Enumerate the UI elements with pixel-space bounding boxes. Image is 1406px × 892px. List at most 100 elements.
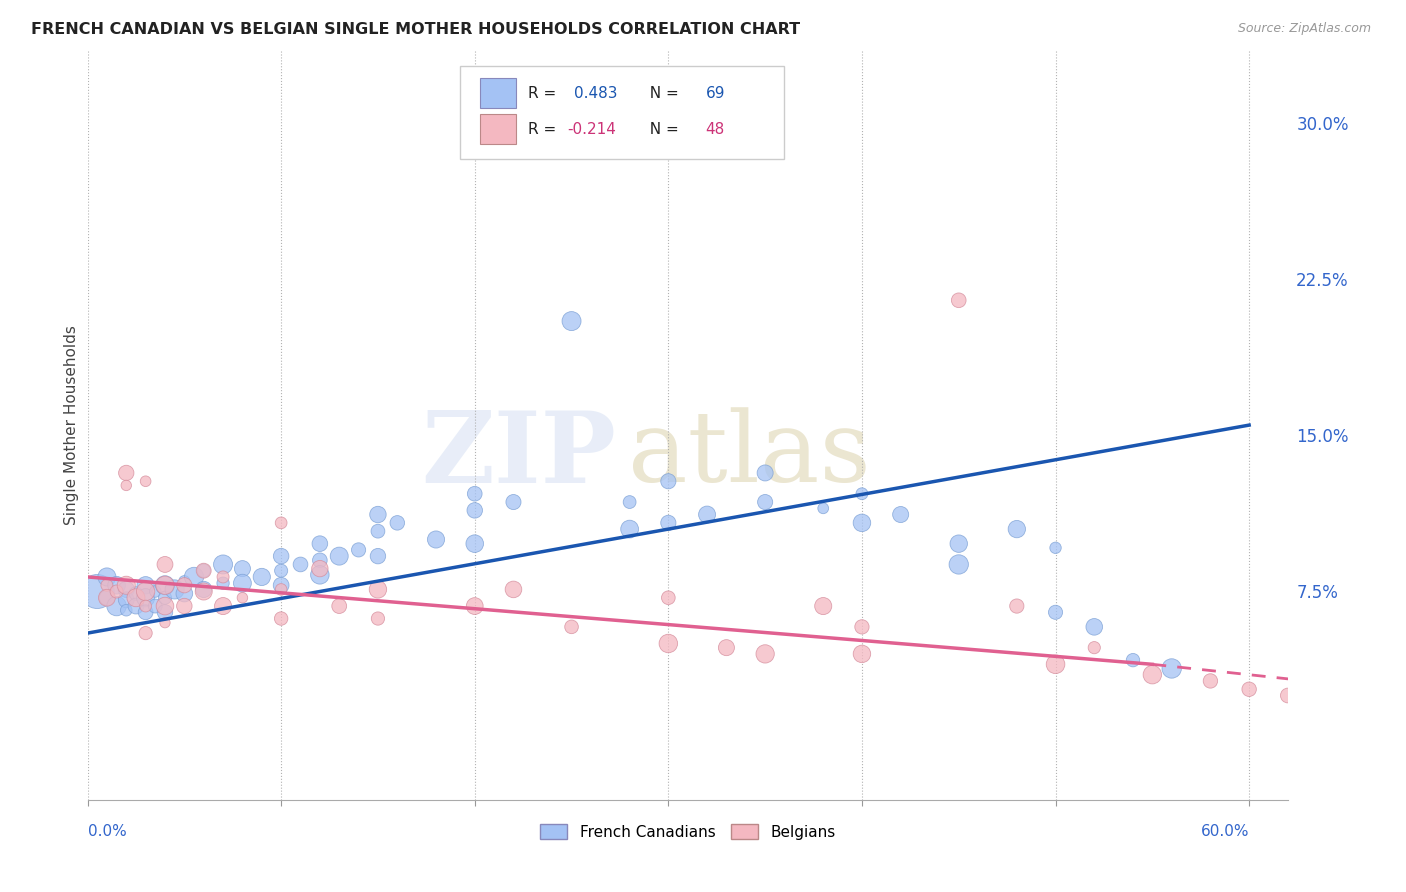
- Point: [328, 599, 350, 613]
- Point: [619, 522, 641, 536]
- Point: [135, 475, 157, 489]
- Point: [153, 599, 176, 613]
- Point: [193, 564, 215, 578]
- Point: [813, 599, 835, 613]
- Point: [270, 549, 292, 563]
- Text: -0.214: -0.214: [568, 122, 617, 136]
- Text: N =: N =: [640, 86, 683, 101]
- Point: [135, 599, 157, 613]
- Point: [115, 466, 138, 480]
- Point: [125, 591, 148, 605]
- Point: [367, 524, 389, 538]
- Point: [173, 599, 195, 613]
- Point: [270, 516, 292, 530]
- Point: [619, 495, 641, 509]
- Text: R =: R =: [529, 122, 561, 136]
- Point: [851, 487, 873, 501]
- Point: [153, 558, 176, 572]
- Text: 0.483: 0.483: [574, 86, 617, 101]
- Point: [754, 647, 776, 661]
- Point: [425, 533, 447, 547]
- Point: [561, 314, 583, 328]
- Point: [716, 640, 738, 655]
- Text: 48: 48: [706, 122, 725, 136]
- Point: [502, 582, 524, 597]
- Point: [328, 549, 350, 563]
- Point: [367, 508, 389, 522]
- Point: [153, 591, 176, 605]
- Point: [115, 592, 138, 607]
- Point: [696, 508, 718, 522]
- Point: [183, 570, 205, 584]
- Point: [1237, 682, 1260, 697]
- Point: [813, 501, 835, 516]
- Point: [173, 574, 195, 588]
- Point: [105, 578, 128, 592]
- Point: [212, 576, 235, 591]
- Point: [1199, 673, 1222, 688]
- Point: [270, 564, 292, 578]
- Point: [115, 582, 138, 597]
- Point: [561, 620, 583, 634]
- Point: [754, 495, 776, 509]
- Legend: French Canadians, Belgians: French Canadians, Belgians: [534, 818, 842, 846]
- Point: [135, 605, 157, 619]
- Point: [135, 591, 157, 605]
- Text: 0.0%: 0.0%: [87, 824, 127, 839]
- Text: Source: ZipAtlas.com: Source: ZipAtlas.com: [1237, 22, 1371, 36]
- Point: [212, 570, 235, 584]
- Point: [464, 503, 486, 517]
- Point: [270, 582, 292, 597]
- Point: [231, 561, 253, 575]
- Point: [96, 570, 118, 584]
- Point: [125, 586, 148, 600]
- Point: [163, 582, 186, 597]
- Point: [212, 558, 235, 572]
- Point: [193, 582, 215, 597]
- Point: [105, 599, 128, 613]
- Point: [193, 584, 215, 599]
- Point: [948, 536, 970, 550]
- Text: 69: 69: [706, 86, 725, 101]
- Point: [231, 591, 253, 605]
- Point: [308, 553, 330, 567]
- Point: [96, 591, 118, 605]
- Point: [1277, 689, 1299, 703]
- Text: 60.0%: 60.0%: [1201, 824, 1249, 839]
- Point: [308, 536, 330, 550]
- Text: atlas: atlas: [627, 407, 870, 503]
- Point: [464, 487, 486, 501]
- Point: [1083, 620, 1105, 634]
- Point: [115, 603, 138, 617]
- Point: [193, 564, 215, 578]
- Point: [153, 578, 176, 592]
- Point: [1142, 667, 1164, 681]
- Point: [1045, 657, 1067, 672]
- Point: [173, 586, 195, 600]
- Point: [153, 578, 176, 592]
- Point: [367, 549, 389, 563]
- Text: N =: N =: [640, 122, 683, 136]
- Text: ZIP: ZIP: [420, 407, 616, 504]
- Point: [464, 536, 486, 550]
- Point: [135, 578, 157, 592]
- Point: [1005, 599, 1028, 613]
- FancyBboxPatch shape: [460, 66, 783, 160]
- FancyBboxPatch shape: [479, 114, 516, 145]
- Point: [657, 636, 679, 650]
- Point: [231, 576, 253, 591]
- Point: [1122, 653, 1144, 667]
- Point: [86, 584, 108, 599]
- Point: [115, 478, 138, 492]
- Y-axis label: Single Mother Households: Single Mother Households: [65, 326, 79, 525]
- Point: [464, 599, 486, 613]
- Point: [135, 584, 157, 599]
- Point: [367, 611, 389, 625]
- Point: [143, 599, 166, 613]
- Point: [948, 558, 970, 572]
- Point: [367, 582, 389, 597]
- Point: [96, 591, 118, 605]
- Point: [143, 584, 166, 599]
- Point: [657, 591, 679, 605]
- Point: [1005, 522, 1028, 536]
